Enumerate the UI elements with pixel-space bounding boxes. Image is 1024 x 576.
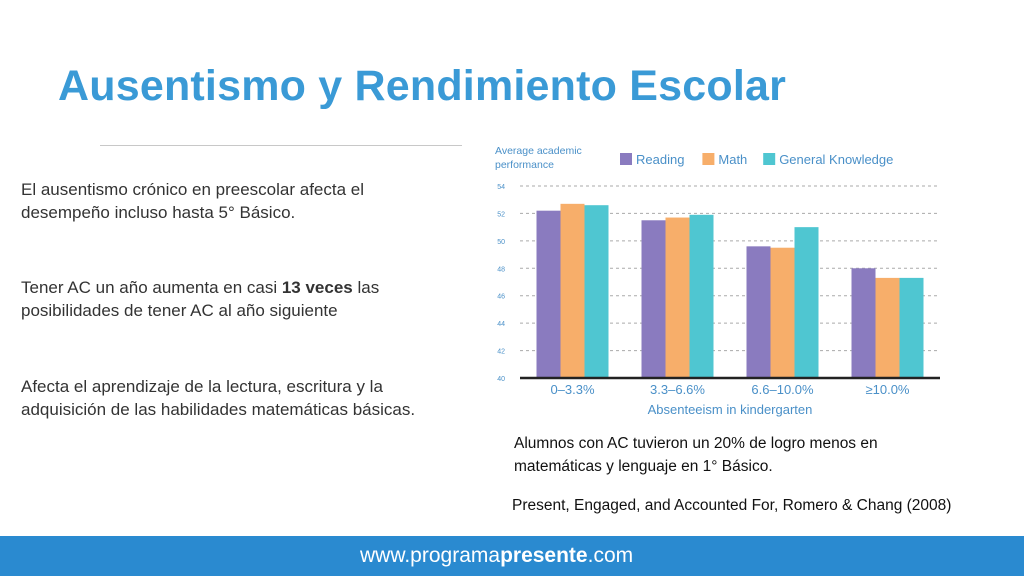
- source-citation: Present, Engaged, and Accounted For, Rom…: [512, 497, 952, 514]
- bullet-3: Afecta el aprendizaje de la lectura, esc…: [21, 377, 416, 419]
- bar-4-1: [851, 268, 876, 378]
- y-tick-48: 48: [497, 266, 505, 273]
- bar-1-1: [536, 210, 561, 378]
- y-axis-label-line-1: Average academic: [495, 145, 582, 157]
- legend-label-2: Math: [718, 152, 747, 167]
- bar-3-2: [770, 247, 795, 378]
- bar-1-2: [560, 203, 585, 378]
- footer-bar: [0, 536, 1024, 576]
- legend-swatch-3: [763, 153, 776, 165]
- legend-swatch-1: [620, 153, 632, 165]
- bar-3-3: [794, 227, 819, 378]
- absenteeism-bar-chart: Average academic performance Reading Math Ge…: [495, 145, 940, 417]
- y-tick-44: 44: [497, 321, 505, 328]
- legend-label-1: Reading: [636, 152, 684, 167]
- x-tick-1: 0–3.3%: [550, 382, 595, 397]
- x-tick-4: ≥10.0%: [866, 382, 910, 397]
- y-tick-54: 54: [497, 184, 505, 191]
- y-tick-42: 42: [497, 349, 505, 356]
- chart-caption: Alumnos con AC tuvieron un 20% de logro …: [514, 435, 878, 475]
- bullet-1: El ausentismo crónico en preescolar afec…: [21, 180, 365, 222]
- y-tick-50: 50: [497, 239, 505, 246]
- slide-title: Ausentismo y Rendimiento Escolar: [58, 62, 787, 110]
- y-tick-52: 52: [497, 211, 505, 218]
- x-axis-label: Absenteeism in kindergarten: [648, 402, 813, 417]
- bar-2-2: [665, 217, 690, 378]
- bullet-2: Tener AC un año aumenta en casi 13 veces…: [21, 276, 451, 322]
- footer-url-bold: presente: [500, 544, 588, 567]
- bar-1-3: [584, 205, 609, 378]
- x-tick-2: 3.3–6.6%: [650, 382, 705, 397]
- x-tick-3: 6.6–10.0%: [751, 382, 814, 397]
- bullet-2-emphasis: 13 veces: [281, 278, 353, 297]
- bar-2-3: [689, 214, 714, 378]
- legend-swatch-2: [702, 153, 715, 165]
- bar-2-1: [641, 220, 666, 378]
- footer-url-prefix: www.programa: [360, 544, 501, 567]
- y-tick-46: 46: [497, 294, 505, 301]
- footer-website: www.programapresente.com: [360, 544, 633, 568]
- bullet-2-text-end: las posibilidades de tener AC al año sig…: [21, 278, 380, 320]
- footer-url-suffix: .com: [587, 544, 634, 567]
- bullet-2-text-start: Tener AC un año aumenta en casi: [21, 278, 282, 297]
- title-divider: [100, 145, 462, 146]
- bar-4-2: [875, 277, 900, 378]
- legend-label-3: General Knowledge: [779, 152, 893, 167]
- bar-3-1: [746, 246, 771, 378]
- y-tick-40: 40: [497, 376, 505, 383]
- y-axis-label-line-2: performance: [495, 159, 554, 171]
- bar-4-3: [899, 277, 924, 378]
